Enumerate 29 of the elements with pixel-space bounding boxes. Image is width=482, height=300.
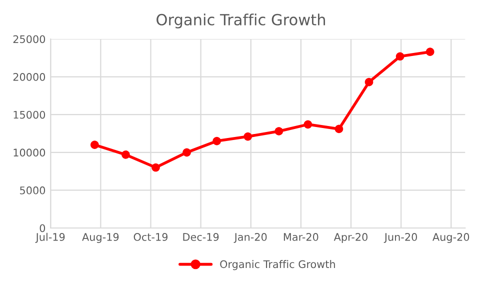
x-tick-label: Mar-20 — [284, 233, 318, 241]
point — [122, 150, 130, 159]
point — [212, 136, 221, 146]
y-tick-label: 25000 — [13, 35, 46, 44]
point — [334, 124, 344, 134]
x-tick-label: Apr-20 — [334, 233, 368, 243]
point — [426, 48, 434, 56]
point — [396, 52, 404, 61]
y-tick-label: 15000 — [14, 110, 46, 119]
x-tick-label: Oct-19 — [134, 233, 168, 241]
y-tick-label: 20000 — [13, 73, 46, 81]
y-tick-label: 10000 — [14, 148, 46, 157]
y-tick-label: 0 — [40, 224, 46, 232]
x-tick-label: Dec-19 — [183, 233, 219, 241]
legend-label: Organic Traffic Growth — [220, 260, 335, 270]
point — [152, 163, 160, 172]
x-tick-label: Jan-20 — [234, 233, 267, 243]
x-tick-label: Aug-20 — [432, 233, 470, 243]
point — [364, 78, 374, 86]
point — [244, 132, 252, 141]
x-tick-label: Jun-20 — [384, 233, 418, 243]
chart-title: Organic Traffic Growth — [156, 14, 325, 28]
y-tick-label: 5000 — [20, 186, 46, 194]
point — [182, 148, 191, 157]
x-tick-label: Jul-19 — [35, 232, 65, 243]
point — [304, 120, 312, 129]
point — [90, 140, 99, 150]
point — [274, 127, 284, 136]
x-tick-label: Aug-19 — [82, 233, 119, 243]
